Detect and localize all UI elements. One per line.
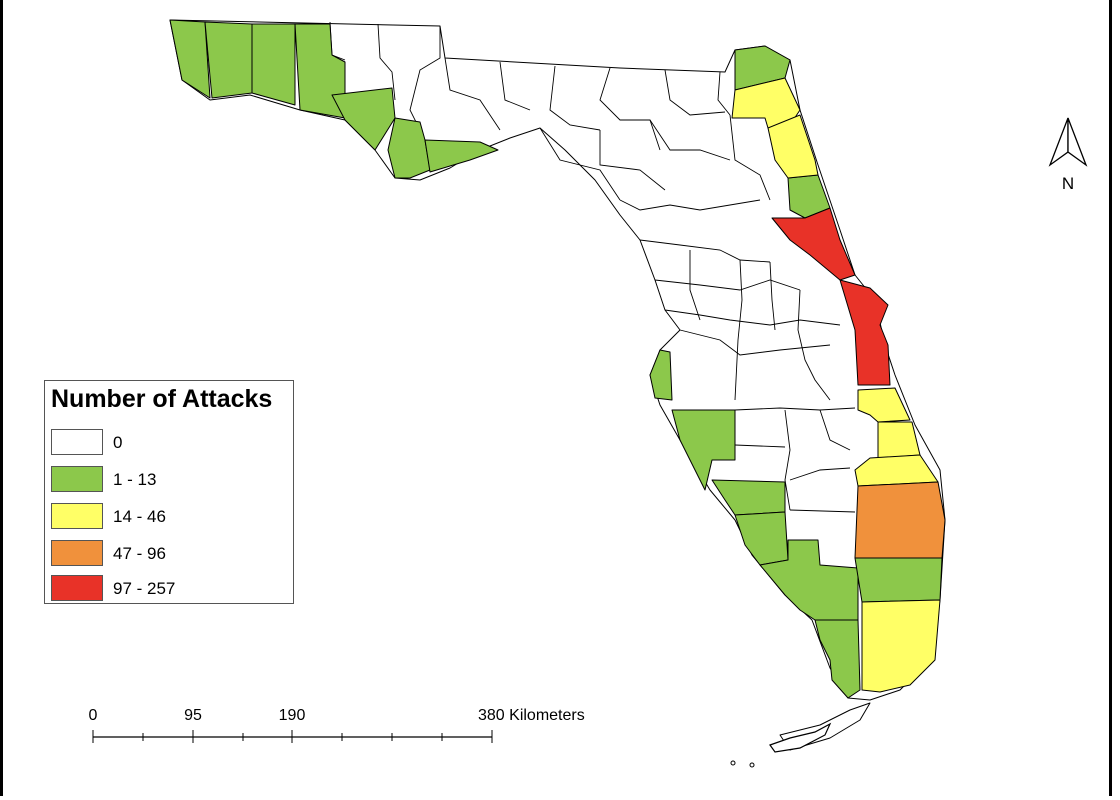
legend-swatch bbox=[51, 540, 103, 566]
legend-title: Number of Attacks bbox=[51, 385, 273, 413]
legend-swatch bbox=[51, 503, 103, 529]
scale-bar: 0 95 190 380 Kilometers bbox=[89, 707, 585, 743]
legend-label: 1 - 13 bbox=[113, 470, 157, 489]
county-boundaries bbox=[329, 21, 856, 513]
north-arrow-right-half bbox=[1067, 117, 1088, 167]
north-label: N bbox=[1062, 174, 1074, 193]
scale-label-95: 95 bbox=[184, 707, 202, 724]
legend-swatch bbox=[51, 575, 103, 601]
legend-swatch bbox=[51, 466, 103, 492]
legend-label: 47 - 96 bbox=[113, 544, 166, 563]
florida-keys bbox=[730, 722, 832, 768]
scale-label-190: 190 bbox=[279, 707, 306, 724]
scale-label-380-km: 380 Kilometers bbox=[478, 707, 585, 724]
legend-label: 97 - 257 bbox=[113, 579, 176, 598]
legend-label: 0 bbox=[113, 433, 123, 452]
legend-label: 14 - 46 bbox=[113, 507, 166, 526]
north-arrow: N bbox=[1048, 117, 1088, 193]
counties-14-46 bbox=[731, 77, 941, 693]
legend: Number of Attacks 0 1 - 13 14 - 46 47 - … bbox=[44, 380, 294, 604]
counties-97-257 bbox=[771, 207, 891, 386]
scale-label-0: 0 bbox=[89, 707, 98, 724]
counties-1-13 bbox=[169, 19, 943, 699]
north-arrow-left-half bbox=[1048, 117, 1069, 167]
legend-swatch bbox=[51, 429, 103, 455]
counties-47-96 bbox=[854, 481, 946, 559]
